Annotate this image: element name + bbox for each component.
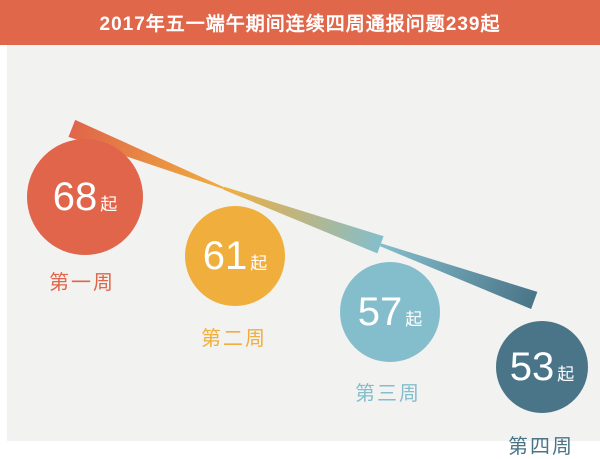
page-title: 2017年五一端午期间连续四周通报问题239起 — [99, 14, 501, 35]
week2-value: 61 起 — [203, 236, 268, 276]
week3-unit: 起 — [405, 310, 423, 329]
week2-count: 61 — [202, 234, 248, 278]
chart-panel: 68 起 61 起 57 起 53 起 第一周 第二周 第三周 第四周 — [7, 45, 600, 458]
week2-unit: 起 — [250, 254, 268, 273]
week2-bubble: 61 起 — [185, 206, 285, 306]
week4-label: 第四周 — [508, 436, 574, 458]
title-bar: 2017年五一端午期间连续四周通报问题239起 — [0, 0, 600, 45]
week1-value: 68 起 — [53, 177, 118, 217]
connector-ribbons — [68, 119, 538, 310]
week1-bubble: 68 起 — [27, 139, 143, 255]
ribbon-week3-week4 — [379, 243, 538, 310]
week3-label: 第三周 — [355, 383, 421, 405]
week4-count: 53 — [509, 345, 555, 389]
week3-bubble: 57 起 — [340, 262, 440, 362]
week4-bubble: 53 起 — [496, 321, 588, 413]
week1-count: 68 — [52, 175, 98, 219]
week3-value: 57 起 — [358, 292, 423, 332]
ribbon-week2-week3 — [223, 186, 384, 254]
ribbon-week1-week2 — [68, 119, 225, 190]
week3-count: 57 — [357, 290, 403, 334]
week4-unit: 起 — [557, 365, 575, 384]
week1-unit: 起 — [100, 195, 118, 214]
week4-value: 53 起 — [510, 347, 575, 387]
week1-label: 第一周 — [49, 272, 115, 294]
week2-label: 第二周 — [201, 328, 267, 350]
